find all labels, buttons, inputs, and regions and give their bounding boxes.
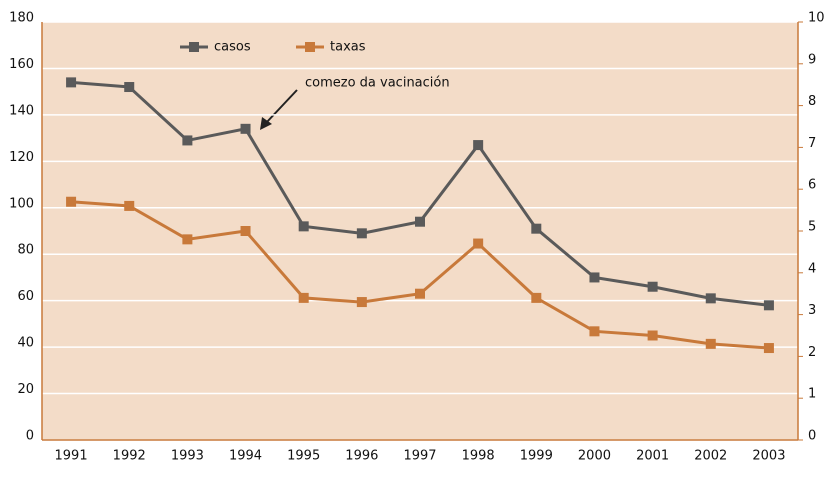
y2-tick-label: 6 [808,178,816,193]
x-tick-label: 1998 [462,449,495,464]
point [531,292,542,303]
point [763,343,774,354]
point [415,216,425,227]
point [66,77,77,88]
y2-tick-label: 4 [808,261,816,276]
y2-tick-label: 7 [808,136,816,151]
legend-marker [305,42,315,52]
point [356,297,367,308]
x-tick-label: 1992 [113,449,146,464]
annotation: comezo da vacinación [305,76,450,91]
x-tick-label: 1994 [229,449,262,464]
x-tick-label: 1993 [171,449,204,464]
annotation-arrowhead [260,117,272,130]
point [531,223,542,234]
point [240,226,251,236]
point [182,234,193,245]
y-tick-label: 60 [17,289,34,304]
point [473,140,484,151]
point [124,82,135,93]
point [66,196,77,207]
y2-tick-label: 5 [808,220,816,235]
point [705,293,716,304]
y2-tick-label: 0 [808,429,816,444]
x-tick-label: 1991 [55,449,88,464]
x-tick-label: 2002 [694,449,727,464]
point [647,330,658,341]
point [356,228,367,239]
point [298,221,309,232]
y-tick-label: 120 [9,150,34,165]
y-tick-label: 20 [17,382,34,397]
x-tick-label: 1995 [287,449,320,464]
y-tick-label: 180 [9,11,34,26]
annotation-arrow [265,89,298,124]
y2-tick-label: 2 [808,345,816,360]
point [589,272,600,283]
x-tick-label: 2003 [752,449,785,464]
y2-tick-label: 3 [808,303,816,318]
point [124,200,135,211]
x-tick-label: 1997 [403,449,436,464]
y-tick-label: 40 [17,336,34,351]
point [473,238,484,249]
y2-tick-label: 9 [808,52,816,67]
point [240,123,251,134]
x-tick-label: 2001 [636,449,669,464]
point [415,288,425,299]
legend-label: casos [214,40,251,55]
point [182,135,193,146]
y2-tick-label: 8 [808,94,816,109]
y2-tick-label: 10 [808,11,825,26]
point [763,300,774,311]
y-tick-label: 80 [17,243,34,258]
point [705,338,716,349]
y-tick-label: 0 [26,429,34,444]
legend-label: taxas [330,40,366,55]
x-tick-label: 1996 [345,449,378,464]
y-tick-label: 140 [9,103,34,118]
x-tick-label: 2000 [578,449,611,464]
y2-tick-label: 1 [808,387,816,402]
point [647,281,658,292]
point [298,292,309,303]
plot-area [42,22,798,440]
legend-marker [189,42,199,52]
point [589,326,600,337]
x-tick-label: 1999 [520,449,553,464]
y-tick-label: 160 [9,57,34,72]
y-tick-label: 100 [9,196,34,211]
